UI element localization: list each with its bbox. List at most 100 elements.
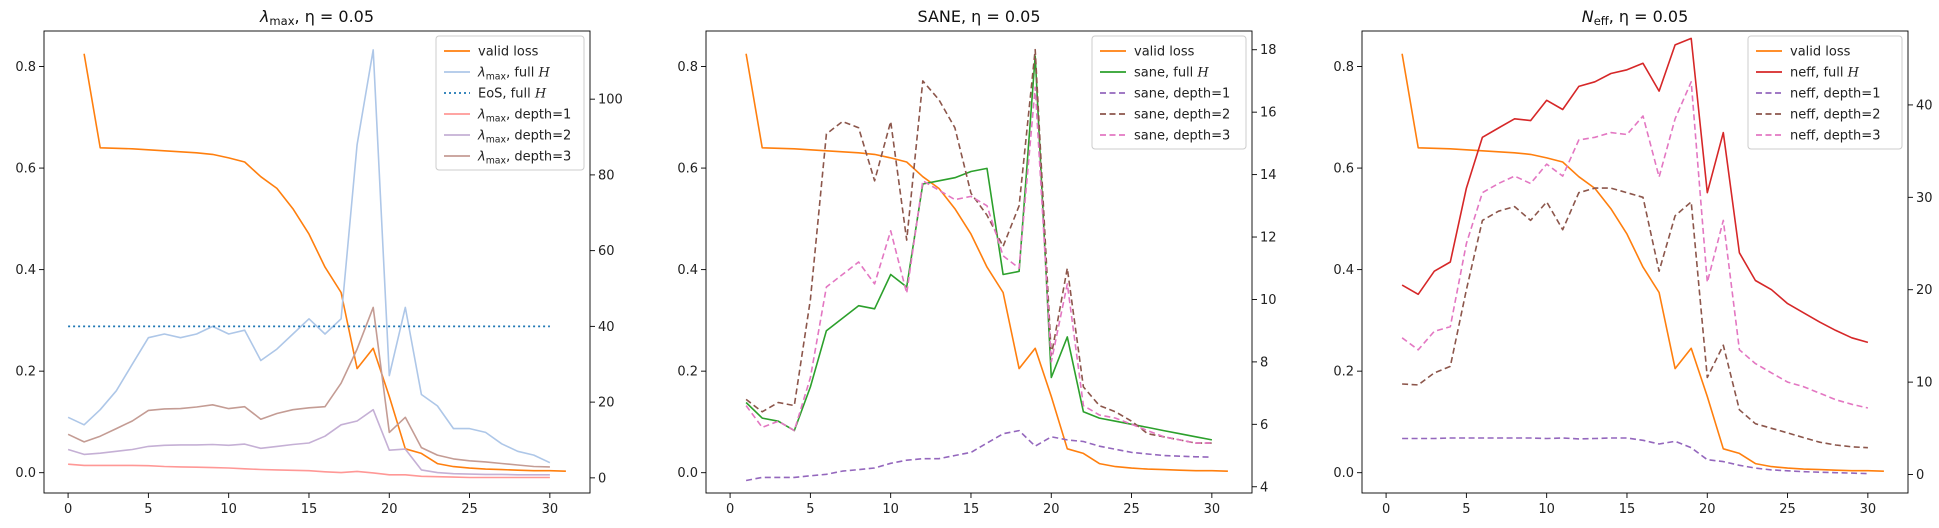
x-tick-label: 25 [1779,502,1796,517]
label-calligraphic: H [1196,66,1209,81]
legend-entry: sane, depth=1 [1134,87,1230,102]
x-tick-label: 0 [1382,502,1390,517]
y-left-tick-label: 0.6 [1333,162,1354,177]
legend-entry: neff, depth=1 [1790,87,1880,102]
series-line-0 [1401,53,1884,472]
label-text: sane, depth=2 [1134,108,1230,123]
series-line-0 [745,53,1228,472]
series-line-1 [1401,37,1869,344]
label-text: , depth=3 [506,150,571,165]
label-text: SANE, η = 0.05 [918,7,1041,26]
series-lines [67,49,566,479]
legend-box [435,35,585,171]
x-tick-label: 5 [144,502,152,517]
label-symbol: λ [477,108,486,123]
y-left-tick-label: 0.0 [15,466,36,481]
legend-entry: neff, depth=2 [1790,108,1880,123]
y-right-tick-label: 8 [1260,355,1268,370]
legend-box [1747,35,1903,150]
label-text: , depth=1 [506,108,571,123]
plot-frame [705,30,1253,494]
x-tick-label: 15 [1619,502,1636,517]
y-left-tick-label: 0.6 [677,162,698,177]
label-calligraphic: H [534,87,547,102]
x-tick-label: 15 [301,502,318,517]
panel-neff: Neff, η = 0.05 0 5 10 15 20 25 30 0.0 0.2 0.4 0.6 0.… [1333,7,1932,517]
series-line-4 [67,408,550,476]
legend-box [1091,35,1247,150]
label-subscript: max [486,156,507,167]
legend-entry: λmax, depth=3 [477,150,571,167]
label-subscript: max [486,135,507,146]
series-line-3 [68,463,550,479]
y-right-tick-label: 100 [598,93,623,108]
x-tick-label: 5 [1462,502,1470,517]
label-calligraphic: H [538,66,551,81]
x-tick-label: 30 [542,502,559,517]
chart-title: Neff, η = 0.05 [1582,7,1689,28]
label-text: , full [506,66,538,81]
y-right-tick-label: 0 [598,471,606,486]
x-tick-label: 30 [1860,502,1877,517]
x-tick-label: 0 [64,502,72,517]
y-left-tick-label: 0.0 [1333,466,1354,481]
y-left-tick-label: 0.4 [1333,263,1354,278]
label-subscript: max [486,114,507,125]
legend-entry: valid loss [1134,45,1195,60]
chart-title: λmax, η = 0.05 [259,7,374,28]
legend-entry: EoS, full H [478,87,547,102]
label-text: sane, depth=3 [1134,129,1230,144]
label-calligraphic: H [1847,66,1860,81]
label-text: , η = 0.05 [1609,7,1689,26]
label-text: neff, full [1790,66,1848,81]
y-left-tick-label: 0.8 [15,60,36,75]
label-text: neff, depth=2 [1790,108,1880,123]
legend-entry: neff, depth=3 [1790,129,1880,144]
y-right-tick-label: 20 [598,396,615,411]
label-text: , depth=2 [506,129,571,144]
label-text: neff, depth=3 [1790,129,1880,144]
series-line-1 [67,49,551,464]
x-tick-label: 25 [461,502,478,517]
y-right-tick-label: 60 [598,244,615,259]
y-right-tick-label: 10 [1916,376,1933,391]
label-text: valid loss [1134,45,1195,60]
x-tick-label: 10 [220,502,237,517]
x-tick-label: 10 [1538,502,1555,517]
chart-title: SANE, η = 0.05 [918,7,1041,26]
y-left-tick-label: 0.6 [15,162,36,177]
panel-lambda-max: λmax, η = 0.050 5 10 15 20 25 300.00.20.40.60.… [15,7,623,517]
legend-entry: sane, depth=2 [1134,108,1230,123]
label-text: EoS, full [478,87,535,102]
legend-entry: sane, full H [1134,66,1209,81]
x-tick-label: 20 [1043,502,1060,517]
label-text: neff, depth=1 [1790,87,1880,102]
y-left-tick-label: 0.2 [15,365,36,380]
y-left-tick-label: 0.8 [1333,60,1354,75]
series-line-2 [745,429,1212,482]
y-right-tick-label: 80 [598,168,615,183]
legend-entry: λmax, depth=2 [477,129,571,146]
y-right-tick-label: 6 [1260,418,1268,433]
x-tick-label: 15 [963,502,980,517]
y-right-tick-label: 10 [1260,293,1277,308]
panel-sane: SANE, η = 0.05 0 5 10 15 20 25 30 0.0 0.2 0.4 0.6 0.… [677,7,1276,517]
x-tick-label: 10 [882,502,899,517]
y-right-tick-label: 0 [1916,468,1924,483]
series-line-5 [67,306,550,468]
label-text: , η = 0.05 [295,7,375,26]
series-lines [1401,37,1884,475]
x-tick-label: 20 [1699,502,1716,517]
legend-entry: λmax, depth=1 [477,108,571,125]
series-line-0 [83,53,566,472]
y-right-tick-label: 12 [1260,231,1277,246]
y-right-tick-label: 14 [1260,168,1277,183]
legend: valid loss sane, full H sane, depth=1 sane,… [1091,35,1247,150]
y-right-tick-label: 40 [598,320,615,335]
y-right-tick-label: 20 [1916,283,1933,298]
x-tick-label: 0 [726,502,734,517]
series-lines [745,48,1228,482]
